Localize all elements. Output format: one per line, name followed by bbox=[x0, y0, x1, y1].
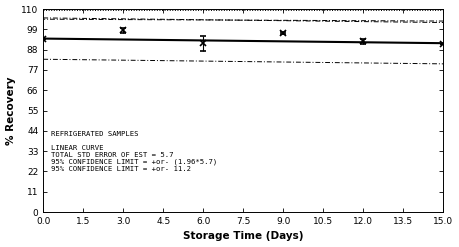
X-axis label: Storage Time (Days): Storage Time (Days) bbox=[183, 231, 303, 242]
Y-axis label: % Recovery: % Recovery bbox=[6, 76, 16, 145]
Text: REFRIGERATED SAMPLES

LINEAR CURVE
TOTAL STD ERROR OF EST = 5.7
95% CONFIDENCE L: REFRIGERATED SAMPLES LINEAR CURVE TOTAL … bbox=[51, 131, 218, 172]
